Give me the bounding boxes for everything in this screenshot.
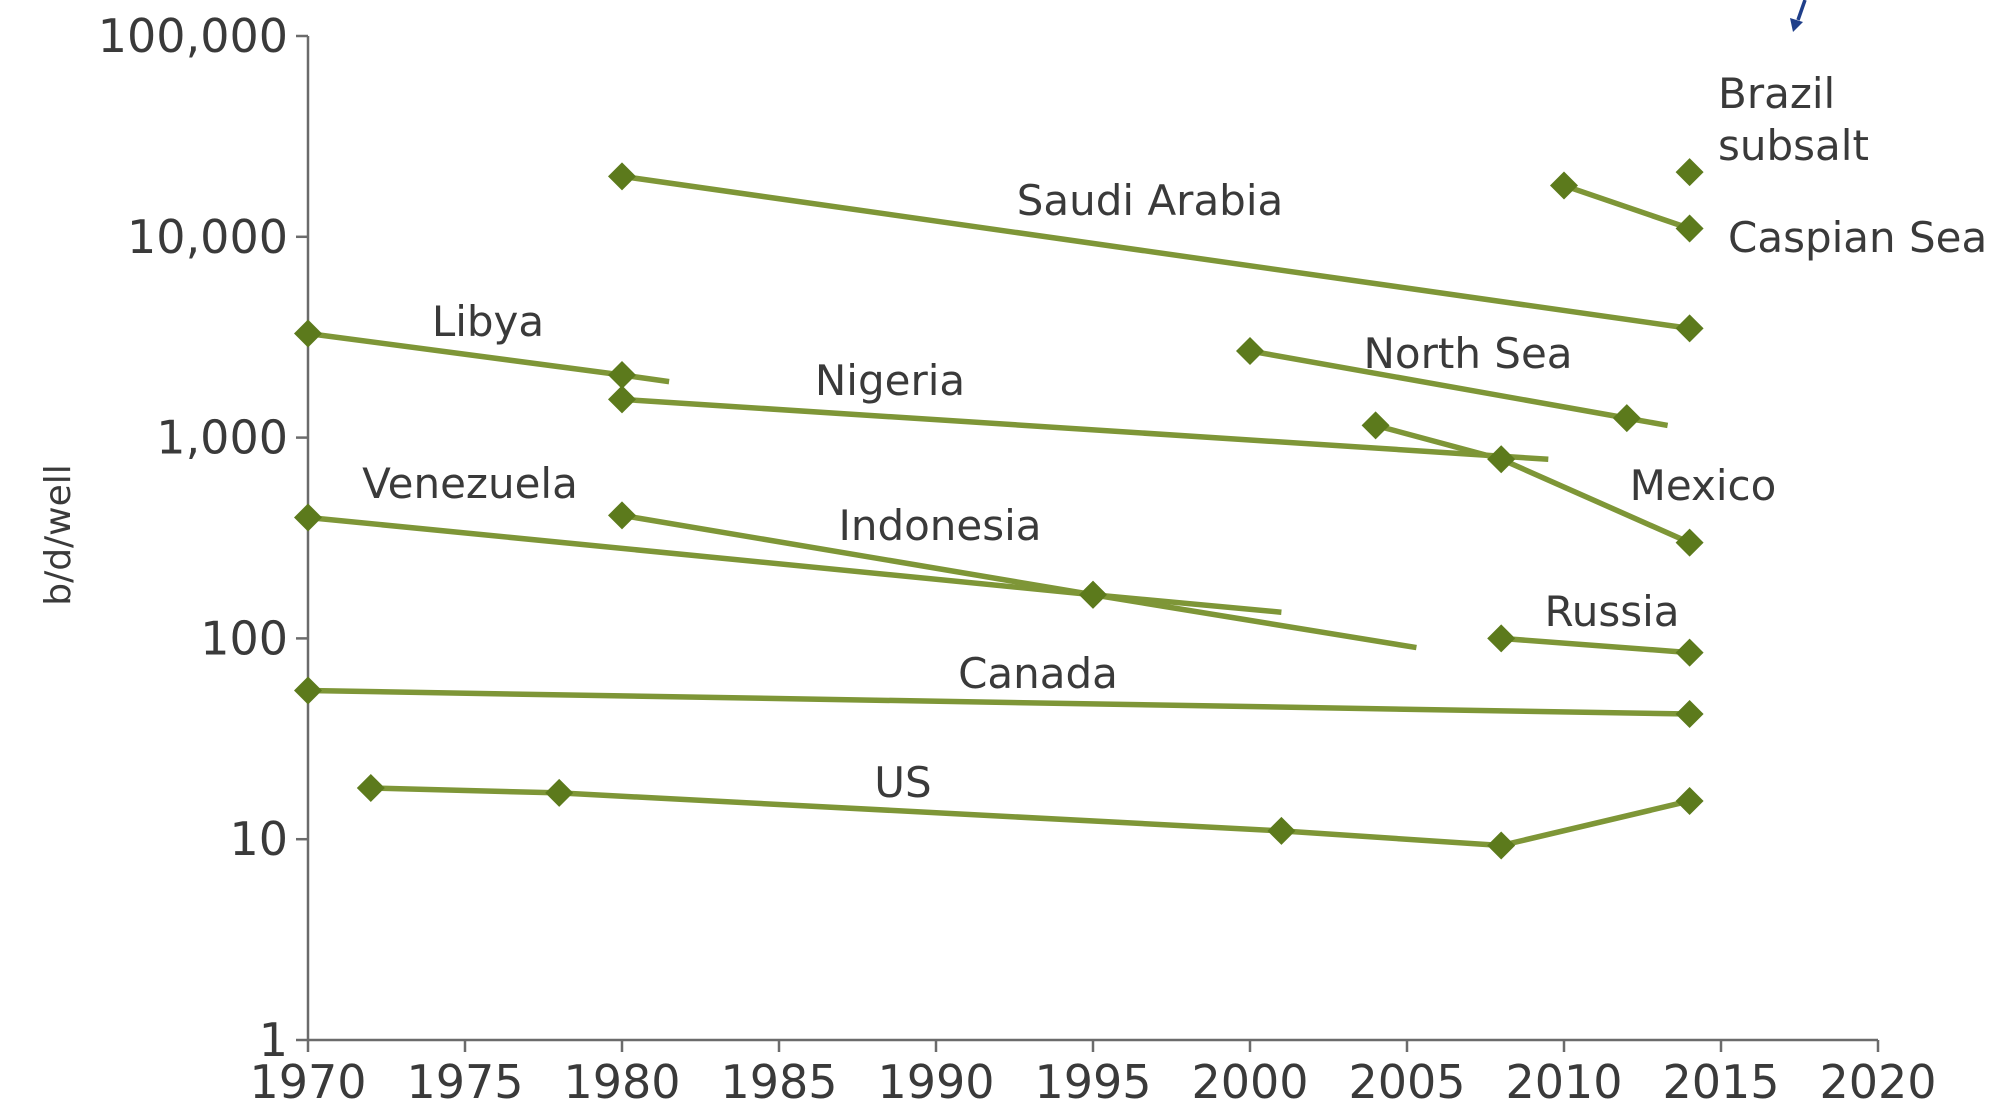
series-label-text: Canada — [958, 649, 1118, 698]
data-point-canada-1 — [1675, 700, 1704, 729]
data-point-russia-0 — [1487, 624, 1516, 653]
data-point-brazil-subsalt-0 — [1675, 158, 1704, 187]
series-label-nigeria: Nigeria — [815, 356, 965, 405]
series-label-text: subsalt — [1718, 121, 1869, 170]
series-label-russia: Russia — [1544, 587, 1679, 636]
series-mexico — [1361, 411, 1704, 557]
series-canada — [294, 676, 1704, 729]
series-label-text: Caspian Sea — [1728, 213, 1987, 262]
data-point-caspian-sea-1 — [1675, 214, 1704, 243]
series-label-caspian-sea: Caspian Sea — [1728, 213, 1987, 262]
y-tick-label: 1 — [259, 1013, 288, 1067]
data-point-north-sea-0 — [1236, 336, 1264, 365]
data-point-mexico-1 — [1487, 445, 1516, 474]
data-point-us-4 — [1675, 786, 1704, 815]
series-label-text: North Sea — [1363, 329, 1572, 378]
data-point-nigeria-0 — [608, 385, 636, 414]
series-libya — [294, 319, 670, 389]
y-axis-label: b/d/well — [38, 464, 79, 606]
y-tick-label: 10 — [229, 812, 288, 866]
series-label-north-sea: North Sea — [1363, 329, 1572, 378]
axes: 1 10 100 1,000 10,000 100,000 1970 1975 1980 1985… — [98, 9, 1937, 1109]
series-north-sea — [1236, 336, 1669, 433]
series-label-text: Nigeria — [815, 356, 965, 405]
x-tick-label: 2010 — [1505, 1055, 1622, 1109]
series-label-text: US — [874, 758, 931, 807]
series-russia — [1487, 624, 1704, 667]
series-line-venezuela — [307, 514, 1282, 615]
series-label-us: US — [874, 758, 931, 807]
series-label-canada: Canada — [958, 649, 1118, 698]
x-tick-label: 2000 — [1191, 1055, 1308, 1109]
series-label-mexico: Mexico — [1630, 461, 1777, 510]
series-label-text: Mexico — [1630, 461, 1777, 510]
x-tick-label: 1995 — [1034, 1055, 1151, 1109]
data-point-libya-0 — [294, 319, 322, 348]
data-point-indonesia-1 — [1079, 580, 1107, 609]
series-nigeria — [608, 385, 1549, 463]
data-point-mexico-0 — [1361, 411, 1390, 440]
series-label-indonesia: Indonesia — [838, 501, 1041, 550]
x-tick-label: 2005 — [1348, 1055, 1465, 1109]
series-brazil-subsalt — [1675, 158, 1704, 187]
series-line-saudi-arabia — [621, 173, 1690, 332]
annotation-arrow-line — [1796, 0, 1807, 21]
data-point-us-1 — [545, 778, 574, 807]
y-tick-label: 1,000 — [156, 411, 288, 465]
data-point-canada-0 — [294, 676, 322, 705]
data-point-us-2 — [1267, 816, 1296, 845]
x-tick-label: 1990 — [877, 1055, 994, 1109]
data-point-mexico-2 — [1675, 528, 1704, 557]
data-point-saudi-arabia-0 — [608, 162, 636, 191]
series-label-text: Indonesia — [838, 501, 1041, 550]
x-tick-label: 1975 — [406, 1055, 523, 1109]
series-us — [356, 773, 1704, 860]
data-point-russia-1 — [1675, 638, 1704, 667]
y-tick-label: 10,000 — [127, 210, 288, 264]
series-label-libya: Libya — [432, 297, 544, 346]
x-tick-label: 1970 — [249, 1055, 366, 1109]
data-point-us-0 — [356, 773, 385, 802]
series-label-text: Saudi Arabia — [1017, 176, 1284, 225]
data-point-venezuela-0 — [294, 503, 322, 532]
data-point-indonesia-0 — [608, 501, 636, 530]
data-point-caspian-sea-0 — [1550, 171, 1578, 200]
series-line-canada — [307, 687, 1690, 717]
series-label-venezuela: Venezuela — [362, 459, 578, 508]
data-point-north-sea-1 — [1612, 404, 1641, 433]
x-tick-label: 1980 — [563, 1055, 680, 1109]
x-tick-label: 2020 — [1819, 1055, 1936, 1109]
x-tick-label: 1985 — [720, 1055, 837, 1109]
annotation-layer — [1790, 0, 1807, 32]
series-line-nigeria — [621, 396, 1549, 463]
series-label-text: Venezuela — [362, 459, 578, 508]
data-point-us-3 — [1487, 831, 1516, 860]
series-venezuela — [294, 503, 1282, 615]
x-tick-label: 2015 — [1662, 1055, 1779, 1109]
y-tick-label: 100,000 — [98, 9, 288, 63]
series-label-text: Russia — [1544, 587, 1679, 636]
y-axis-title: b/d/well — [38, 464, 79, 606]
series-layer — [294, 158, 1704, 860]
series-line-russia — [1500, 635, 1690, 656]
data-point-saudi-arabia-1 — [1675, 314, 1704, 343]
series-label-text: Libya — [432, 297, 544, 346]
series-saudi-arabia — [608, 162, 1704, 343]
series-label-text: Brazil — [1718, 69, 1835, 118]
data-point-libya-1 — [608, 360, 636, 389]
series-line-caspian-sea — [1563, 182, 1691, 232]
series-indonesia — [608, 501, 1417, 651]
y-tick-label: 100 — [200, 611, 288, 665]
annotation-arrow-head — [1790, 18, 1803, 32]
series-label-saudi-arabia: Saudi Arabia — [1017, 176, 1284, 225]
series-caspian-sea — [1550, 171, 1704, 243]
